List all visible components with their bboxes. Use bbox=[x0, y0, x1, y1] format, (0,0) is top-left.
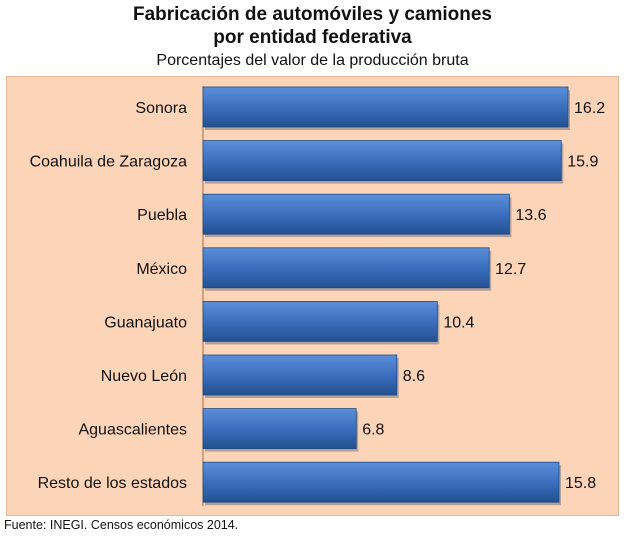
chart-subtitle: Porcentajes del valor de la producción b… bbox=[156, 52, 469, 69]
bar-aguascalientes bbox=[202, 408, 357, 450]
value-label-sonora: 16.2 bbox=[574, 100, 605, 117]
category-label-puebla: Puebla bbox=[137, 207, 187, 224]
category-label-aguascalientes: Aguascalientes bbox=[78, 422, 187, 439]
value-label-nuevo-leon: 8.6 bbox=[403, 368, 425, 385]
bar-coahuila-de-zaragoza bbox=[202, 140, 562, 181]
chart-title-line-2: por entidad federativa bbox=[213, 27, 412, 48]
category-label-mexico: México bbox=[136, 261, 187, 278]
bar-chart: Sonora 16.2 Coahuila de Zaragoza 15.9 Puebla… bbox=[30, 86, 605, 506]
value-label-puebla: 13.6 bbox=[515, 207, 546, 224]
category-label-sonora: Sonora bbox=[135, 100, 187, 117]
category-label-coahuila-de-zaragoza: Coahuila de Zaragoza bbox=[30, 154, 188, 171]
bar-puebla bbox=[202, 193, 510, 235]
value-label-aguascalientes: 6.8 bbox=[362, 422, 384, 439]
value-label-guanajuato: 10.4 bbox=[443, 314, 474, 331]
bar-mexico bbox=[202, 247, 490, 289]
bar-nuevo-leon bbox=[202, 354, 398, 396]
bar-guanajuato bbox=[202, 300, 438, 342]
bar-sonora bbox=[202, 86, 569, 128]
category-label-resto-de-los-estados: Resto de los estados bbox=[38, 475, 187, 492]
category-label-guanajuato: Guanajuato bbox=[104, 314, 187, 331]
chart-title-line-1: Fabricación de automóviles y camiones bbox=[132, 4, 492, 25]
bar-resto-de-los-estados bbox=[202, 461, 560, 503]
source-note: Fuente: INEGI. Censos económicos 2014. bbox=[4, 518, 239, 532]
category-label-nuevo-leon: Nuevo León bbox=[101, 368, 187, 385]
value-label-mexico: 12.7 bbox=[495, 261, 526, 278]
value-label-resto-de-los-estados: 15.8 bbox=[565, 475, 596, 492]
value-label-coahuila-de-zaragoza: 15.9 bbox=[567, 154, 598, 171]
